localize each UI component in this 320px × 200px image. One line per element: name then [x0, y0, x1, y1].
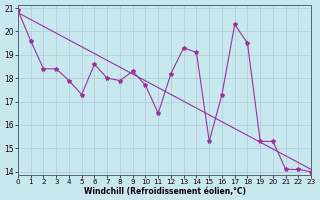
X-axis label: Windchill (Refroidissement éolien,°C): Windchill (Refroidissement éolien,°C) [84, 187, 245, 196]
